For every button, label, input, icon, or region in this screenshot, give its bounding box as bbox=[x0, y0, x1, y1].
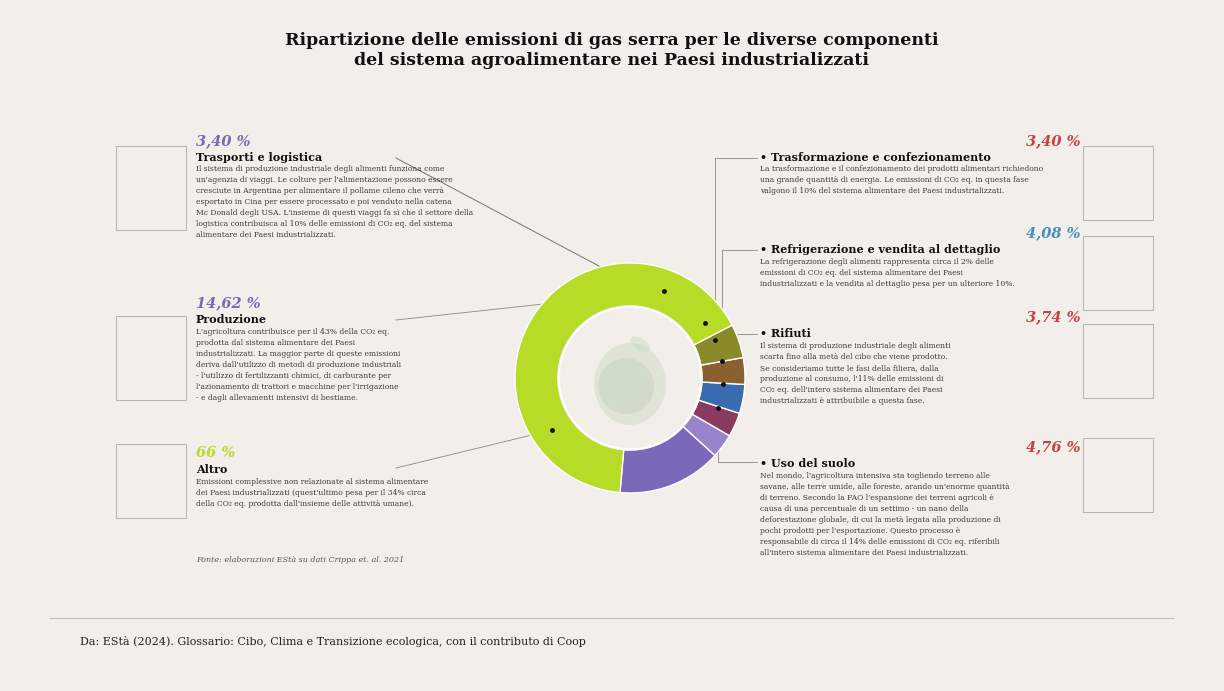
Text: Produzione: Produzione bbox=[196, 314, 267, 325]
Text: Altro: Altro bbox=[196, 464, 228, 475]
Text: 3,40 %: 3,40 % bbox=[196, 134, 251, 148]
Text: • Rifiuti: • Rifiuti bbox=[760, 328, 810, 339]
Text: L'agricoltura contribuisce per il 43% della CO₂ eq.
prodotta dal sistema aliment: L'agricoltura contribuisce per il 43% de… bbox=[196, 328, 401, 402]
Text: Fonte: elaborazioni EStà su dati Crippa et. al. 2021: Fonte: elaborazioni EStà su dati Crippa … bbox=[196, 556, 404, 564]
Text: Nel mondo, l'agricoltura intensiva sta togliendo terreno alle
savane, alle terre: Nel mondo, l'agricoltura intensiva sta t… bbox=[760, 472, 1010, 557]
Wedge shape bbox=[699, 382, 745, 413]
Wedge shape bbox=[621, 426, 715, 493]
Circle shape bbox=[599, 358, 654, 414]
Text: • Refrigerazione e vendita al dettaglio: • Refrigerazione e vendita al dettaglio bbox=[760, 244, 1000, 255]
Circle shape bbox=[558, 306, 703, 450]
Text: 3,40 %: 3,40 % bbox=[1026, 134, 1080, 148]
Text: Emissioni complessive non relazionate al sistema alimentare
dei Paesi industrial: Emissioni complessive non relazionate al… bbox=[196, 478, 428, 508]
Text: • Uso del suolo: • Uso del suolo bbox=[760, 458, 856, 469]
Text: • Trasformazione e confezionamento: • Trasformazione e confezionamento bbox=[760, 152, 991, 163]
Text: 66 %: 66 % bbox=[196, 446, 235, 460]
Wedge shape bbox=[683, 414, 730, 455]
Text: 4,08 %: 4,08 % bbox=[1026, 226, 1080, 240]
Text: La refrigerazione degli alimenti rappresenta circa il 2% delle
emissioni di CO₂ : La refrigerazione degli alimenti rappres… bbox=[760, 258, 1015, 288]
Text: Il sistema di produzione industriale degli alimenti funziona come
un'agenzia di : Il sistema di produzione industriale deg… bbox=[196, 165, 474, 239]
Wedge shape bbox=[701, 357, 745, 384]
Text: Da: EStà (2024). Glossario: Cibo, Clima e Transizione ecologica, con il contribu: Da: EStà (2024). Glossario: Cibo, Clima … bbox=[80, 636, 586, 647]
Text: La trasformazione e il confezionamento dei prodotti alimentari richiedono
una gr: La trasformazione e il confezionamento d… bbox=[760, 165, 1043, 195]
Ellipse shape bbox=[594, 343, 666, 425]
Text: 3,74 %: 3,74 % bbox=[1026, 310, 1080, 324]
Text: Il sistema di produzione industriale degli alimenti
scarta fino alla metà del ci: Il sistema di produzione industriale deg… bbox=[760, 342, 951, 405]
Wedge shape bbox=[693, 400, 739, 436]
Text: 4,76 %: 4,76 % bbox=[1026, 440, 1080, 454]
Text: del sistema agroalimentare nei Paesi industrializzati: del sistema agroalimentare nei Paesi ind… bbox=[355, 52, 869, 69]
Ellipse shape bbox=[630, 337, 650, 352]
Wedge shape bbox=[694, 325, 743, 365]
Text: 14,62 %: 14,62 % bbox=[196, 296, 261, 310]
Text: Trasporti e logistica: Trasporti e logistica bbox=[196, 152, 322, 163]
Text: Ripartizione delle emissioni di gas serra per le diverse componenti: Ripartizione delle emissioni di gas serr… bbox=[285, 32, 939, 49]
Wedge shape bbox=[515, 263, 732, 493]
